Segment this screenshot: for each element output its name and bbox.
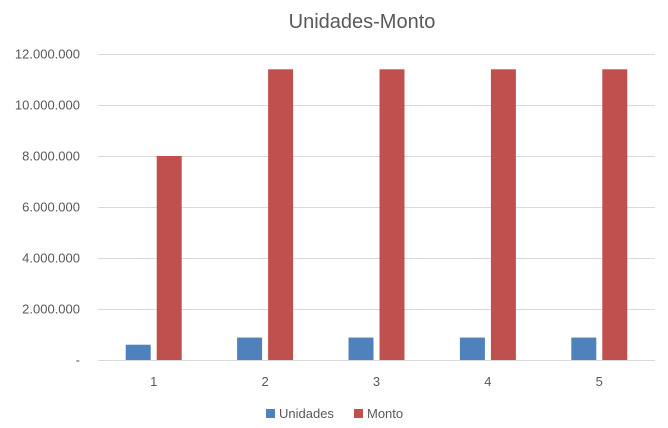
x-tick-label-1: 1: [150, 374, 157, 389]
bar-monto-5: [602, 69, 628, 361]
legend-swatch-monto: [354, 409, 363, 418]
x-tick-label-3: 3: [373, 374, 380, 389]
bars-layer: [125, 69, 628, 361]
legend-swatch-unidades: [266, 409, 275, 418]
bar-monto-3: [379, 69, 405, 361]
bar-unidades-2: [237, 337, 263, 360]
bar-monto-2: [268, 69, 294, 361]
grid-layer: [98, 54, 655, 361]
x-tick-label-2: 2: [261, 374, 268, 389]
bar-monto-1: [156, 156, 182, 360]
bar-monto-4: [490, 69, 516, 361]
y-tick-label-4: 8.000.000: [22, 149, 80, 164]
bar-unidades-5: [571, 337, 597, 360]
legend-label-unidades: Unidades: [279, 406, 334, 421]
x-tick-label-4: 4: [484, 374, 491, 389]
y-tick-label-3: 6.000.000: [22, 200, 80, 215]
y-tick-label-0: -: [76, 353, 80, 368]
bar-unidades-3: [348, 337, 374, 360]
legend-label-monto: Monto: [367, 406, 403, 421]
y-tick-label-2: 4.000.000: [22, 251, 80, 266]
y-axis-ticks: - 2.000.000 4.000.000 6.000.000 8.000.000 10.…: [15, 47, 80, 368]
bar-unidades-4: [459, 337, 485, 360]
legend: Unidades Monto: [266, 406, 403, 421]
y-tick-label-6: 12.000.000: [15, 47, 80, 62]
y-tick-label-5: 10.000.000: [15, 98, 80, 113]
y-tick-label-1: 2.000.000: [22, 302, 80, 317]
x-axis-ticks: 1 2 3 4 5: [150, 374, 603, 389]
x-tick-label-5: 5: [596, 374, 603, 389]
chart-title: Unidades-Monto: [289, 11, 436, 33]
bar-unidades-1: [125, 344, 151, 360]
